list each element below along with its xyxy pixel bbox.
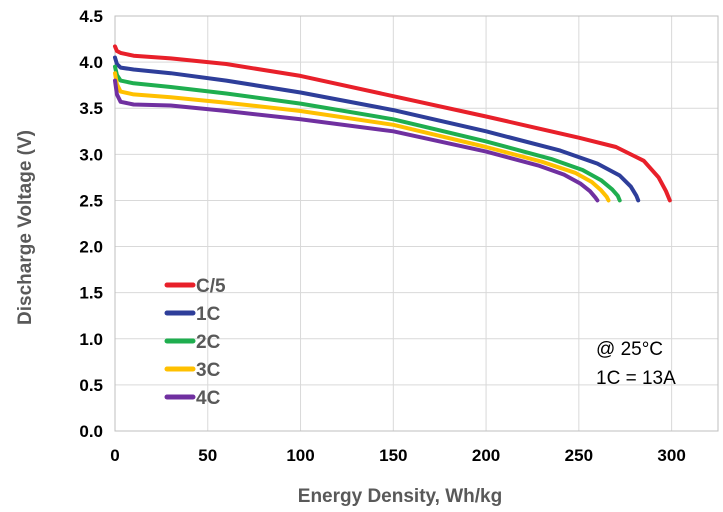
y-axis-title: Discharge Voltage (V) xyxy=(15,130,36,325)
conditions-annotation: @ 25°C 1C = 13A xyxy=(596,339,676,389)
series-line xyxy=(113,64,622,203)
y-axis-tick-labels: 0.0 0.5 1.0 1.5 2.0 2.5 3.0 3.5 4.0 4.5 xyxy=(79,7,103,441)
y-tick-label: 1.0 xyxy=(79,330,103,349)
y-tick-label: 0.5 xyxy=(79,376,103,395)
x-tick-label: 250 xyxy=(565,446,593,465)
plot-area-frame xyxy=(114,15,719,432)
x-axis-tick-labels: 0 50 100 150 200 250 300 xyxy=(110,446,686,465)
y-tick-label: 4.5 xyxy=(79,7,103,26)
legend-label: 3C xyxy=(196,360,221,381)
legend-label: 4C xyxy=(196,388,221,409)
y-tick-label: 3.5 xyxy=(79,99,103,118)
y-tick-label: 3.0 xyxy=(79,145,103,164)
x-tick-label: 150 xyxy=(379,446,407,465)
legend-label: C/5 xyxy=(196,276,226,297)
y-tick-label: 1.5 xyxy=(79,284,103,303)
y-tick-label: 2.0 xyxy=(79,238,103,257)
x-tick-label: 300 xyxy=(657,446,685,465)
series-line xyxy=(113,44,672,203)
c-rate-annotation: 1C = 13A xyxy=(596,368,676,389)
x-tick-label: 100 xyxy=(286,446,314,465)
series-lines xyxy=(113,44,672,203)
y-tick-label: 4.0 xyxy=(79,53,103,72)
temperature-annotation: @ 25°C xyxy=(596,339,663,360)
x-axis-title: Energy Density, Wh/kg xyxy=(298,486,502,507)
legend-label: 2C xyxy=(196,332,221,353)
x-tick-label: 0 xyxy=(110,446,119,465)
series-line xyxy=(113,71,611,203)
series-line xyxy=(113,78,600,203)
legend-label: 1C xyxy=(196,304,221,325)
legend: C/5 1C 2C 3C 4C xyxy=(164,276,226,409)
x-tick-label: 50 xyxy=(198,446,217,465)
x-tick-label: 200 xyxy=(472,446,500,465)
y-tick-label: 0.0 xyxy=(79,422,103,441)
series-line xyxy=(113,55,641,203)
y-tick-label: 2.5 xyxy=(79,191,103,210)
